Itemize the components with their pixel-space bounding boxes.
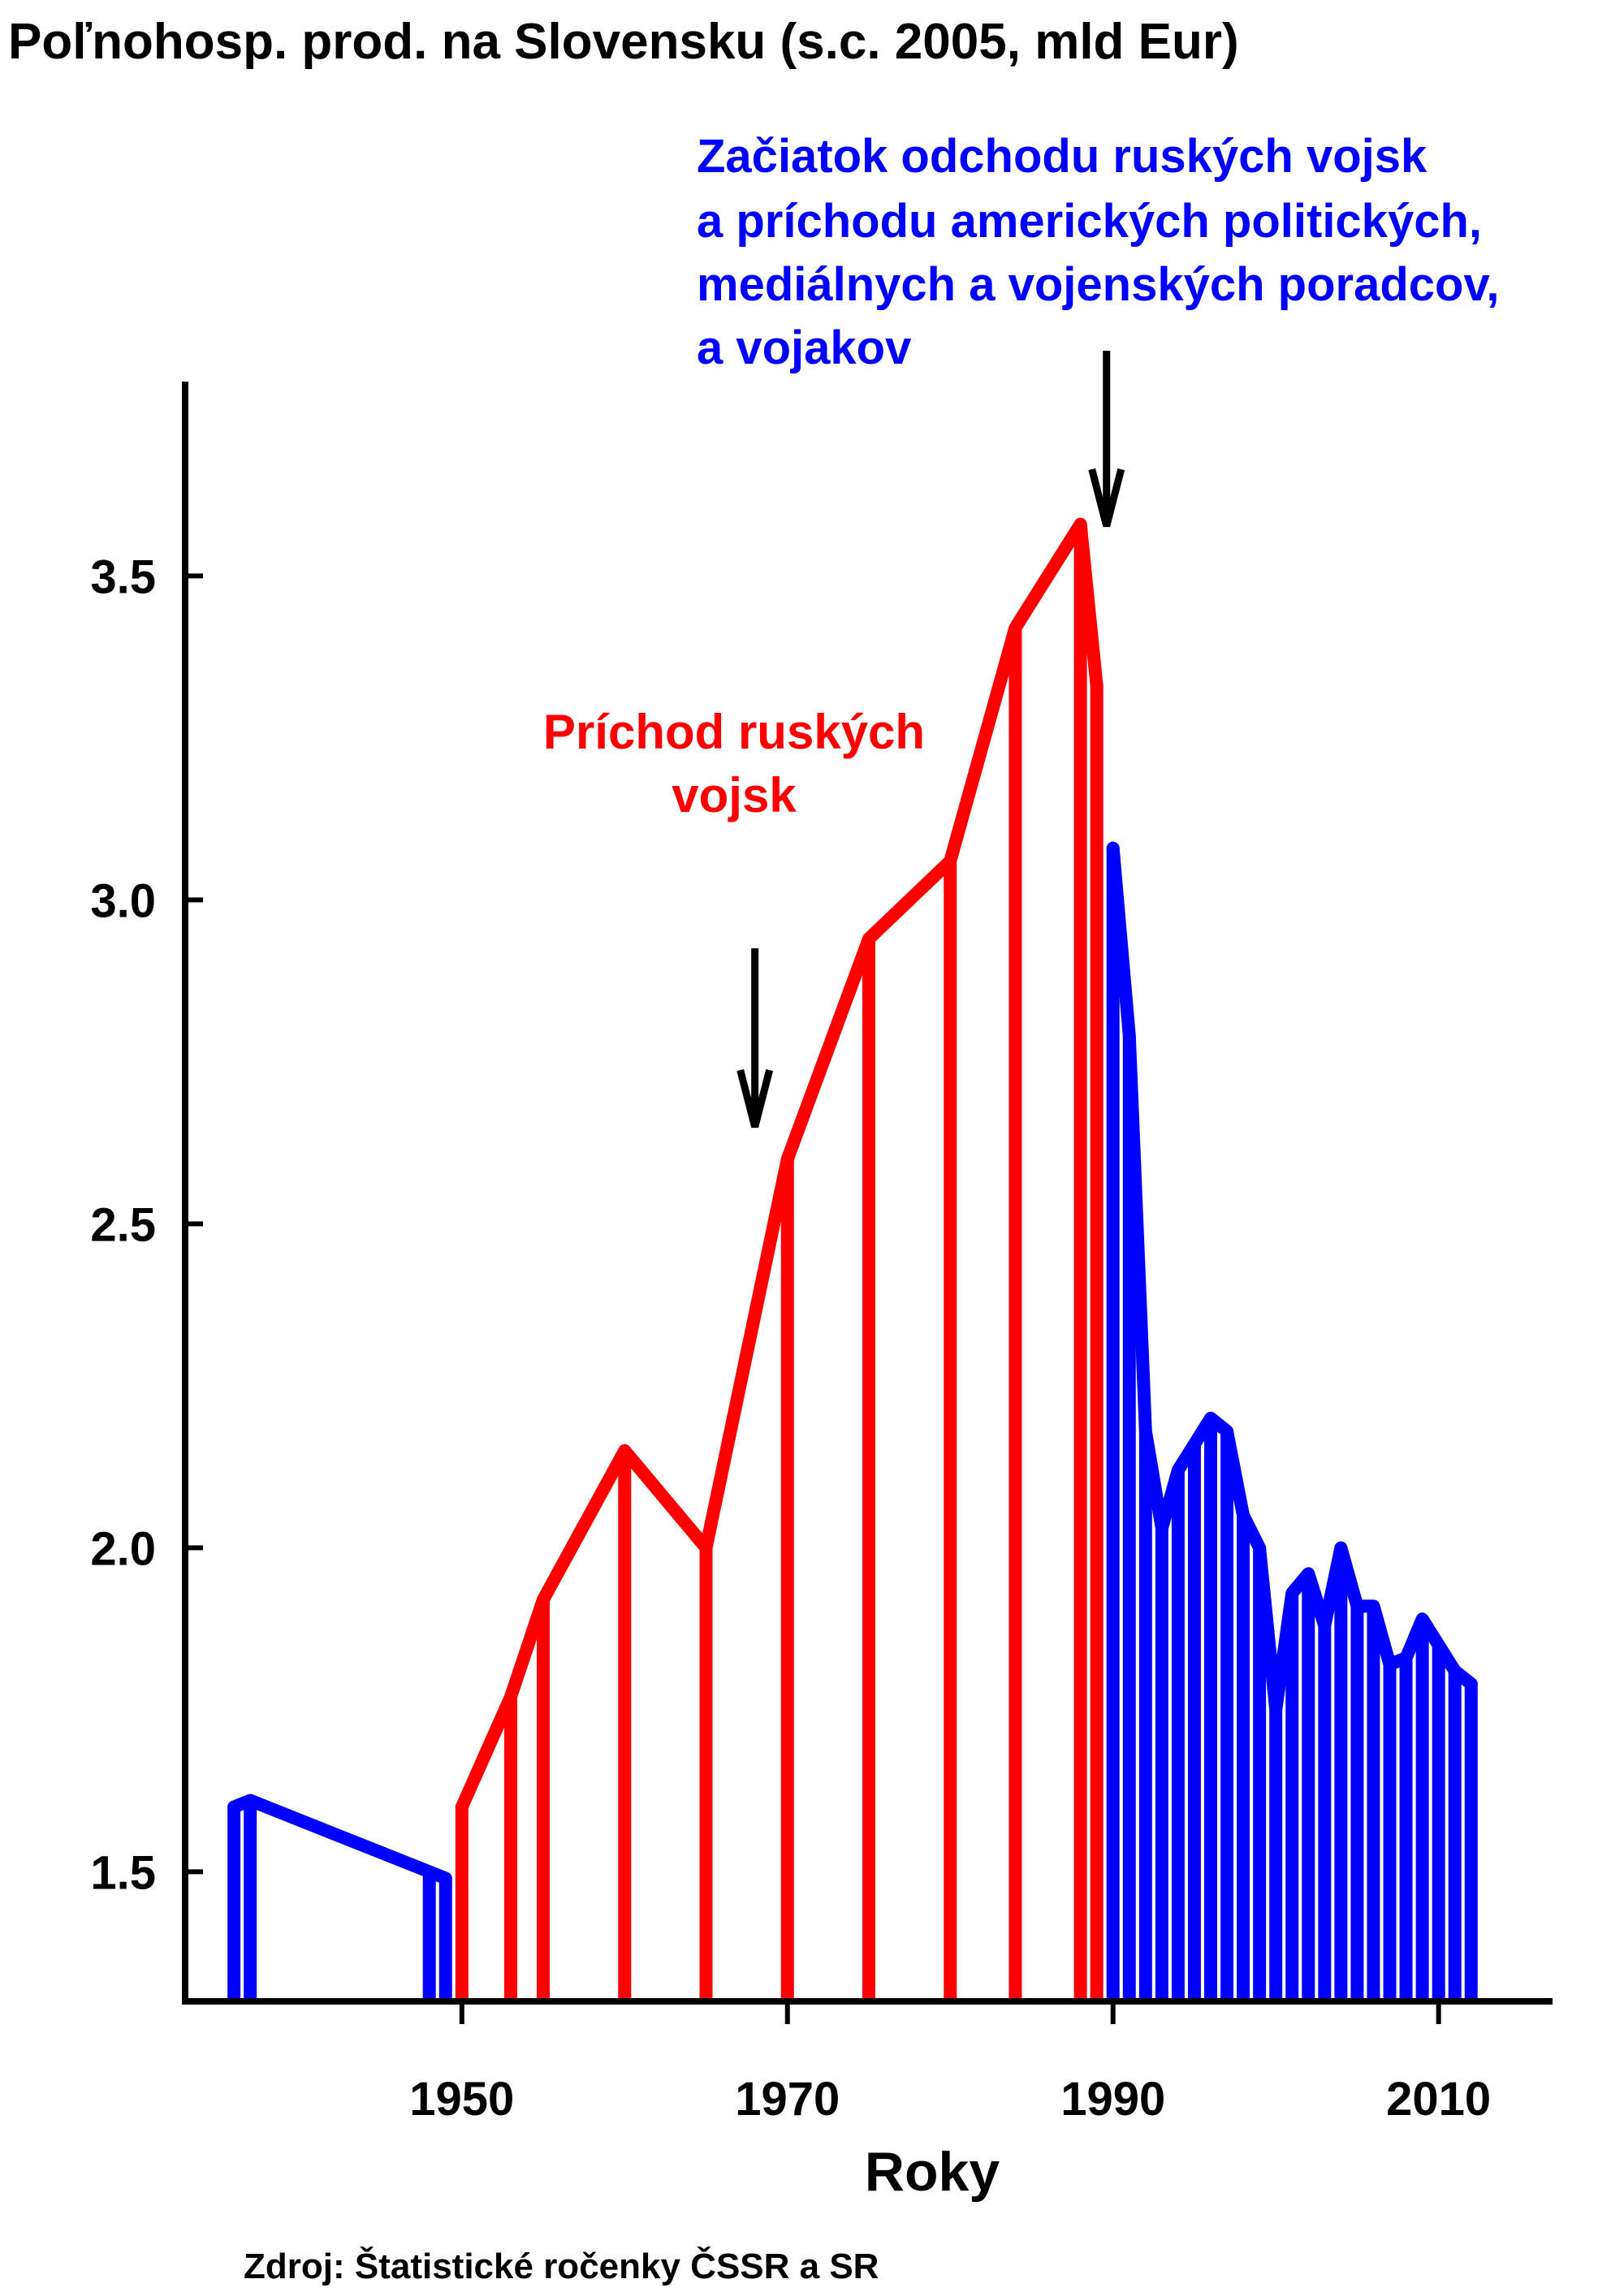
y-tick-label-4: 3.5 — [90, 550, 156, 603]
annotation-blue-line-2: a príchodu amerických politických, — [697, 195, 1482, 248]
x-tick-label-3: 2010 — [1386, 2073, 1491, 2126]
x-tick-label-1: 1970 — [735, 2073, 840, 2126]
x-tick-label-0: 1950 — [409, 2073, 514, 2126]
plot-area — [227, 517, 1478, 2001]
arrow-head-0 — [1088, 468, 1125, 528]
y-tick-label-1: 2.0 — [90, 1522, 156, 1575]
series-1 — [455, 517, 1104, 2001]
annotation-blue-line-3: mediálnych a vojenských poradcov, — [697, 258, 1500, 311]
y-tick-label-3: 3.0 — [90, 874, 156, 927]
annotation-red: Príchod ruských vojsk — [543, 705, 925, 822]
annotation-red-line-1: Príchod ruských — [543, 705, 925, 759]
x-axis-title: Roky — [865, 2141, 1000, 2203]
y-tick-label-0: 1.5 — [90, 1846, 156, 1899]
series-2 — [1106, 841, 1478, 2001]
annotation-arrows — [736, 351, 1125, 1129]
series-line-2 — [1106, 841, 1478, 1716]
series-line-0 — [227, 1793, 452, 1885]
arrow-head-1 — [736, 1068, 774, 1129]
axes: 1.5 2.0 2.5 3.0 3.5 1950 1970 1990 2010 — [90, 382, 1553, 2126]
annotation-blue-line-1: Začiatok odchodu ruských vojsk — [697, 130, 1427, 183]
chart-title: Poľnohosp. prod. na Slovensku (s.c. 2005… — [8, 14, 1239, 70]
series-0 — [227, 1793, 452, 2001]
series-line-1 — [455, 517, 1104, 1814]
y-tick-label-2: 2.5 — [90, 1198, 156, 1251]
source-note: Zdroj: Štatistické ročenky ČSSR a SR — [244, 2245, 879, 2286]
annotation-blue-line-4: a vojakov — [697, 322, 911, 374]
x-tick-label-2: 1990 — [1060, 2073, 1165, 2126]
annotation-blue: Začiatok odchodu ruských vojsk a príchod… — [697, 130, 1500, 374]
annotation-red-line-2: vojsk — [672, 768, 797, 822]
